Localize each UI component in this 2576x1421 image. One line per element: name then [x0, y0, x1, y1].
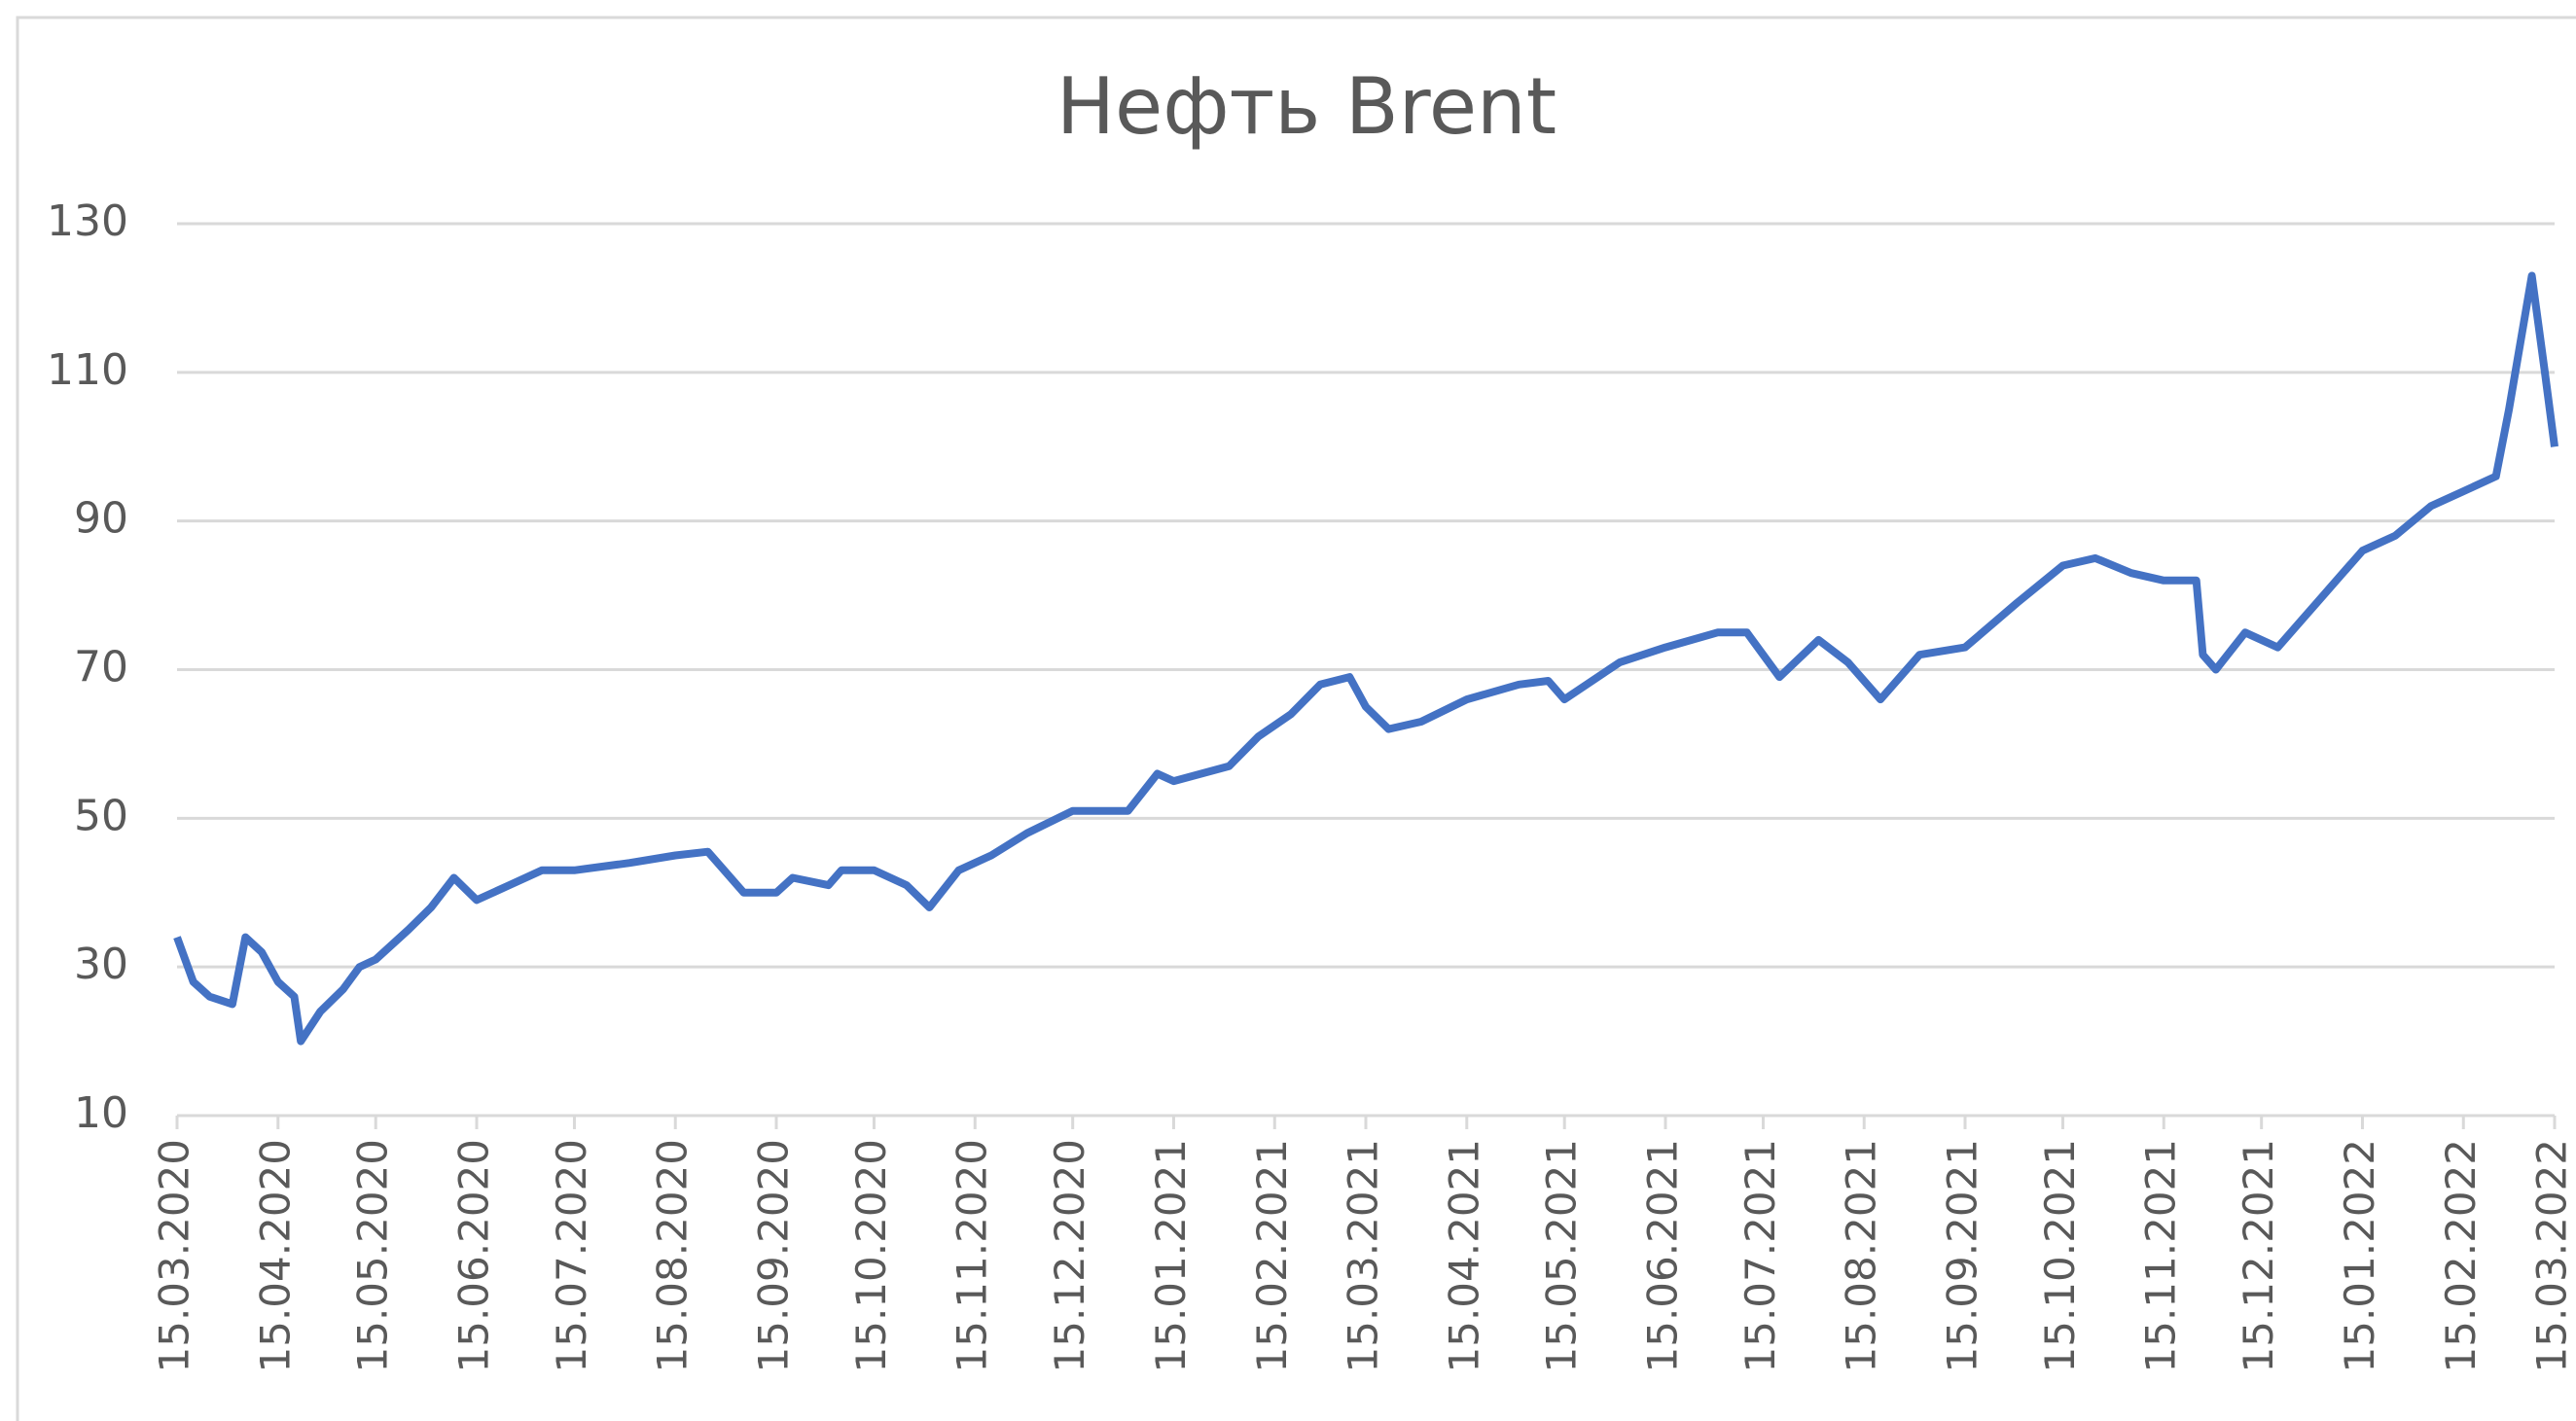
x-tick-label: 15.08.2020 — [649, 1139, 697, 1372]
y-tick-label: 90 — [74, 494, 128, 544]
x-tick-label: 15.06.2021 — [1639, 1139, 1687, 1372]
x-tick-label: 15.04.2021 — [1440, 1139, 1487, 1372]
x-tick-label: 15.01.2022 — [2336, 1139, 2383, 1372]
x-tick-label: 15.04.2020 — [251, 1139, 299, 1372]
y-tick-label: 130 — [47, 196, 128, 246]
x-tick-label: 15.03.2021 — [1340, 1139, 1387, 1372]
x-tick-label: 15.08.2021 — [1838, 1139, 1885, 1372]
x-tick-label: 15.11.2021 — [2137, 1139, 2185, 1372]
x-tick-label: 15.05.2021 — [1538, 1139, 1586, 1372]
chart-frame — [16, 16, 2576, 1421]
x-tick-label: 15.03.2022 — [2528, 1139, 2576, 1372]
x-tick-label: 15.06.2020 — [450, 1139, 498, 1372]
x-tick-label: 15.02.2021 — [1248, 1139, 1296, 1372]
chart-title: Нефть Brent — [1056, 61, 1556, 152]
x-tick-label: 15.12.2021 — [2235, 1139, 2282, 1372]
x-tick-label: 15.07.2021 — [1736, 1139, 1784, 1372]
y-tick-label: 30 — [74, 940, 128, 989]
x-tick-label: 15.11.2020 — [948, 1139, 996, 1372]
x-tick-label: 15.01.2021 — [1147, 1139, 1195, 1372]
x-tick-label: 15.10.2020 — [847, 1139, 895, 1372]
x-tick-label: 15.05.2020 — [349, 1139, 397, 1372]
y-tick-label: 70 — [74, 643, 128, 693]
x-tick-label: 15.10.2021 — [2036, 1139, 2084, 1372]
x-tick-label: 15.02.2022 — [2437, 1139, 2485, 1372]
x-tick-label: 15.07.2020 — [548, 1139, 595, 1372]
y-tick-label: 50 — [74, 791, 128, 840]
x-tick-label: 15.03.2020 — [151, 1139, 198, 1372]
y-tick-label: 110 — [47, 345, 128, 395]
x-tick-label: 15.12.2020 — [1046, 1139, 1093, 1372]
x-tick-label: 15.09.2020 — [750, 1139, 798, 1372]
x-tick-label: 15.09.2021 — [1939, 1139, 1986, 1372]
line-series — [173, 271, 2558, 1046]
y-tick-label: 10 — [74, 1088, 128, 1138]
